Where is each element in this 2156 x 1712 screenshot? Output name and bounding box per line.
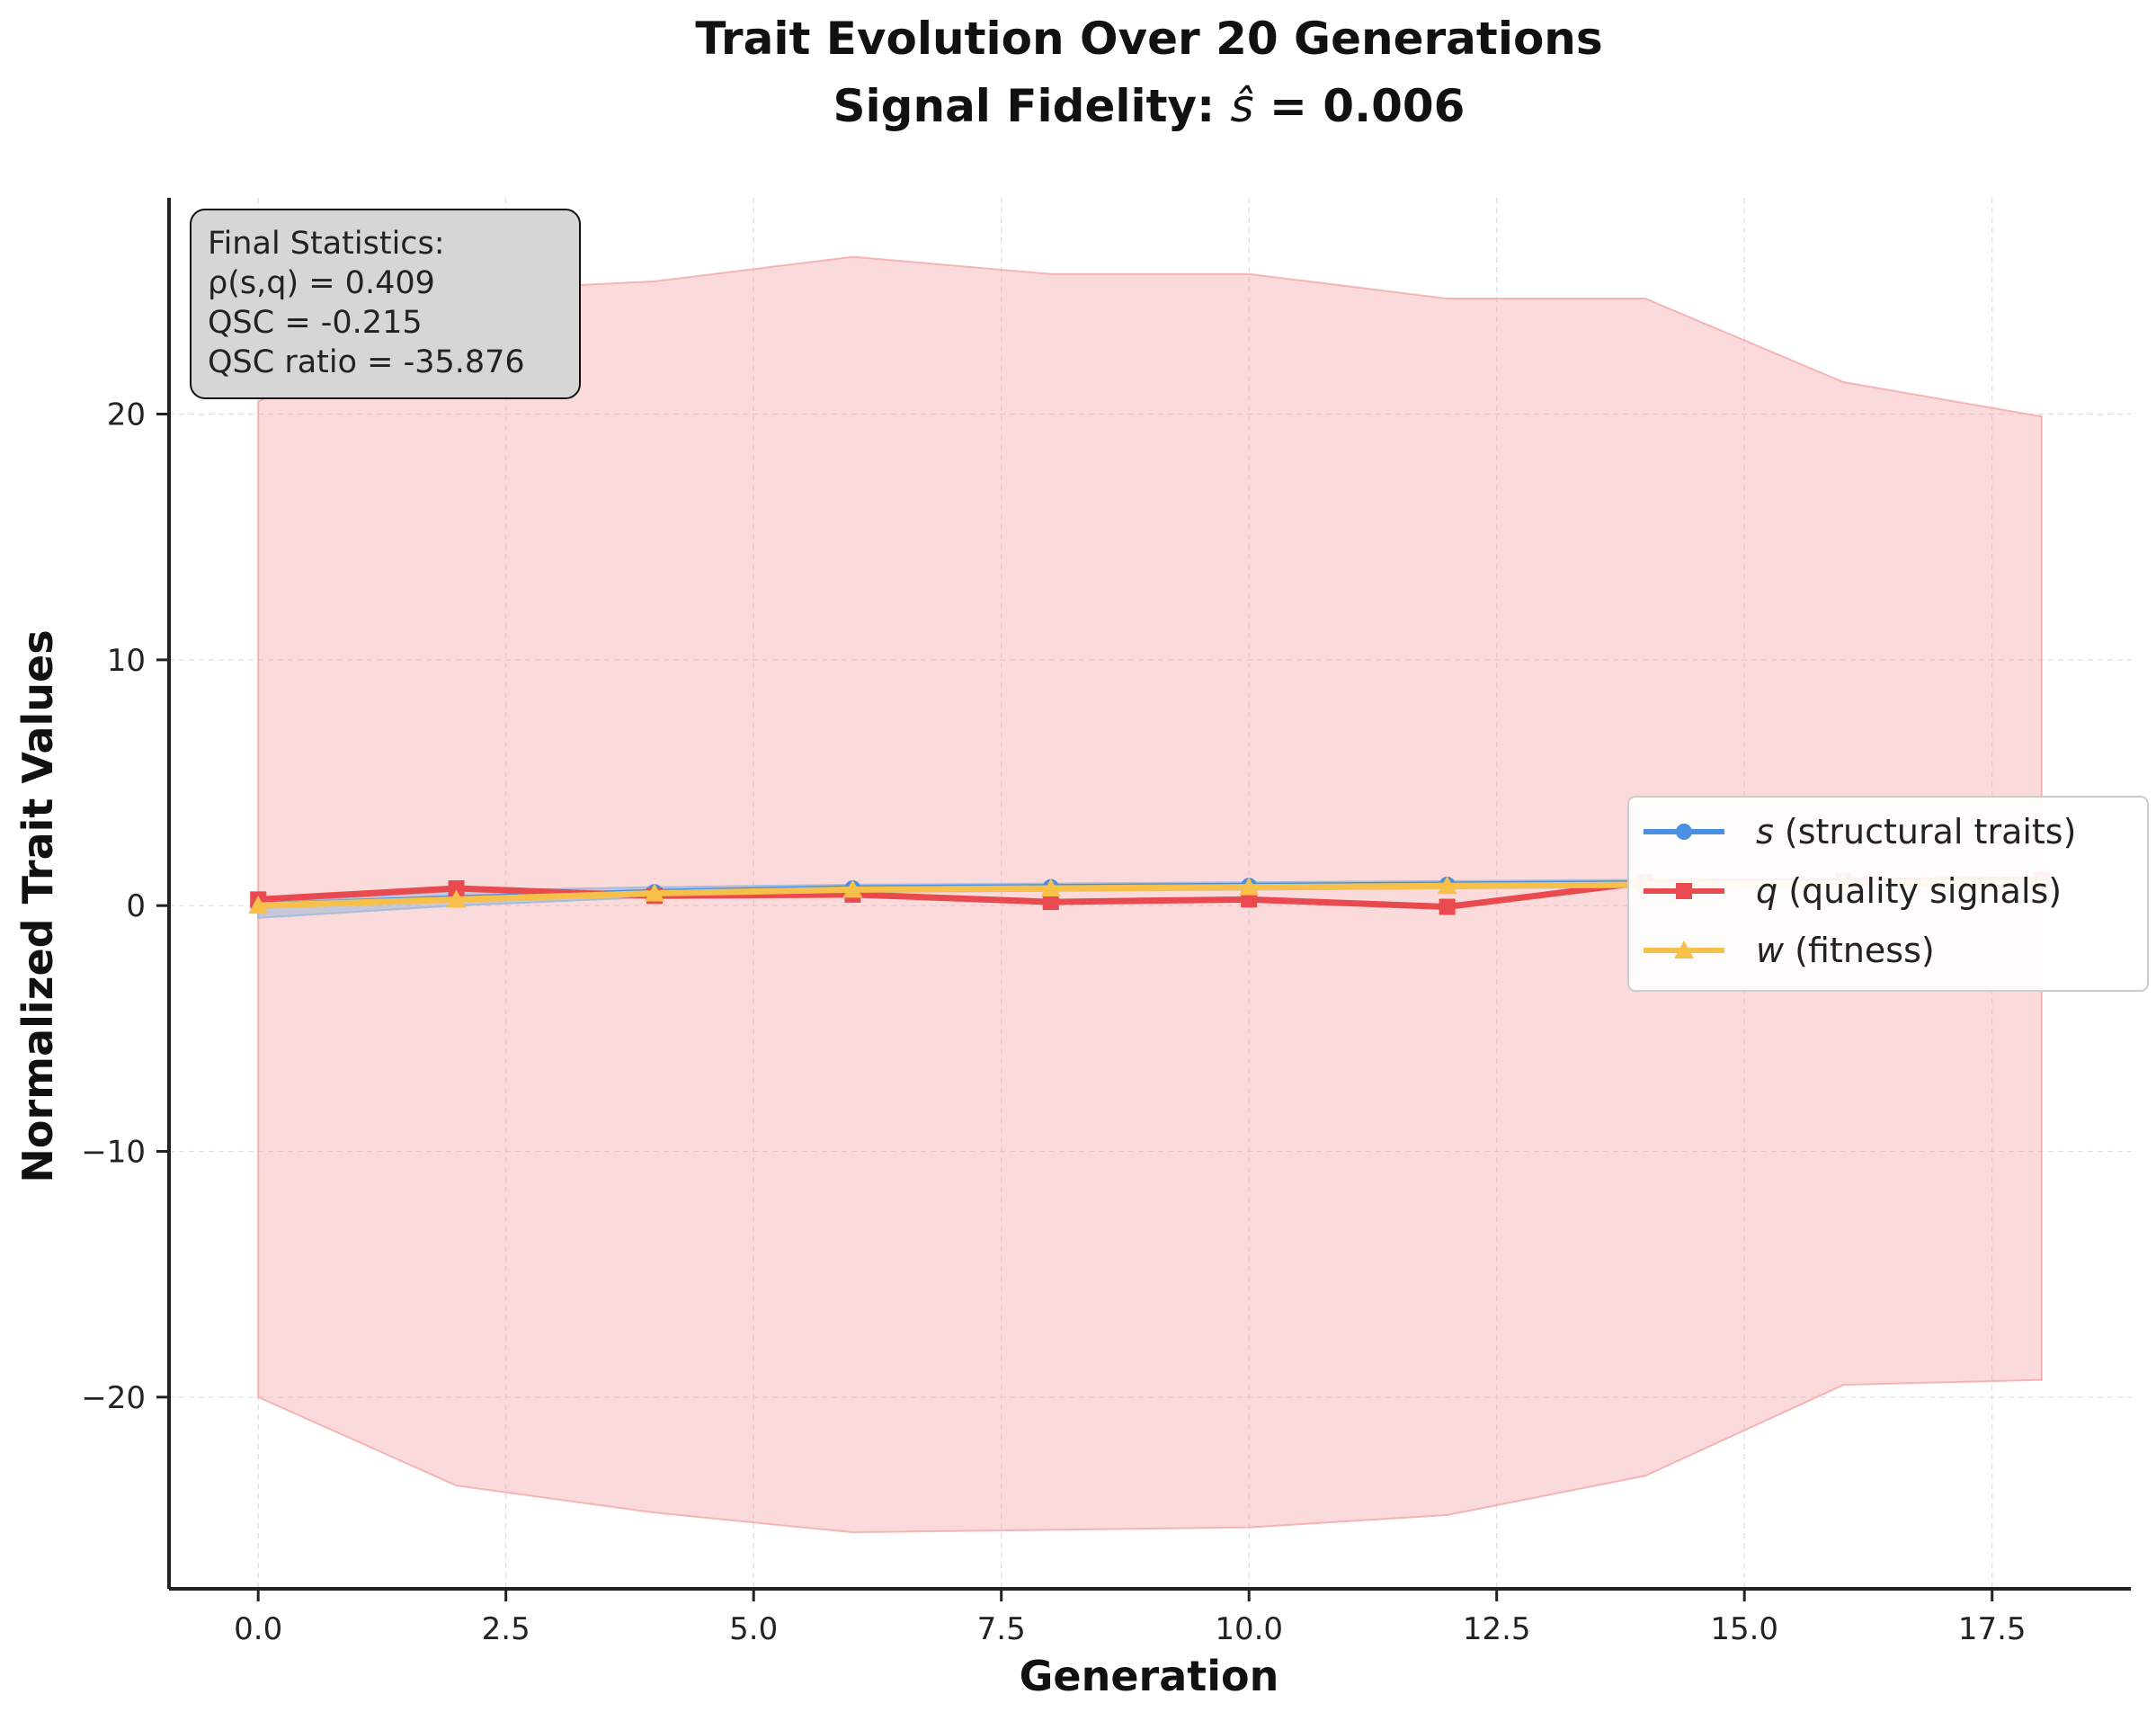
x-axis-ticks: 0.0 2.5 5.0 7.5 10.0 12.5 15.0 17.5: [234, 1589, 2027, 1647]
data-point-q: [1439, 898, 1456, 915]
stats-line-qsc-ratio: QSC ratio = -35.876: [208, 344, 525, 380]
axes: [167, 198, 2131, 1591]
data-point-w: [446, 889, 467, 908]
data-point-q: [1241, 891, 1258, 908]
y-tick-label: −10: [81, 1134, 146, 1170]
x-tick-label: 0.0: [234, 1611, 282, 1647]
x-tick-label: 12.5: [1463, 1611, 1531, 1647]
legend-label-structural: s (structural traits): [1756, 812, 2076, 852]
stats-line-correlation: ρ(s,q) = 0.409: [208, 265, 435, 301]
y-tick-label: 20: [107, 397, 146, 433]
x-tick-label: 15.0: [1710, 1611, 1778, 1647]
final-statistics-box: Final Statistics: ρ(s,q) = 0.409 QSC = -…: [190, 209, 581, 399]
legend-marker-fitness: [1674, 941, 1694, 959]
y-tick-label: 10: [107, 643, 146, 679]
data-point-w: [1239, 877, 1260, 896]
chart-subtitle-suffix: = 0.006: [1254, 80, 1466, 132]
x-tick-label: 2.5: [482, 1611, 530, 1647]
legend-frame: [1627, 796, 2149, 992]
legend-entry-structural-traits: s (structural traits): [1644, 812, 2076, 852]
x-tick-label: 10.0: [1215, 1611, 1283, 1647]
legend-entry-fitness: w (fitness): [1644, 931, 1935, 970]
data-point-w: [1437, 876, 1457, 895]
legend-marker-structural: [1676, 824, 1692, 840]
data-point-w: [842, 879, 863, 898]
legend-entry-quality-signals: q (quality signals): [1644, 871, 2062, 911]
data-point-q: [448, 880, 465, 897]
stats-line-heading: Final Statistics:: [208, 226, 445, 262]
legend-symbol-structural: s: [1756, 812, 1774, 852]
stats-line-qsc: QSC = -0.215: [208, 305, 423, 341]
data-point-w: [1040, 878, 1061, 897]
stats-box-background: [190, 209, 581, 399]
legend-marker-quality: [1676, 883, 1692, 899]
y-tick-label: −20: [81, 1380, 146, 1416]
x-axis-label: Generation: [1020, 1652, 1279, 1700]
legend-label-fitness: w (fitness): [1756, 931, 1935, 970]
legend-label-quality: q (quality signals): [1756, 871, 2062, 911]
data-point-w: [644, 883, 664, 902]
y-axis-ticks: −20 −10 0 10 20: [81, 397, 169, 1416]
data-point-q: [1042, 894, 1059, 911]
x-tick-label: 17.5: [1958, 1611, 2027, 1647]
confidence-band-0: [257, 255, 2043, 1534]
x-tick-label: 7.5: [977, 1611, 1026, 1647]
legend-text-fitness: (fitness): [1784, 931, 1935, 970]
legend-symbol-quality: q: [1756, 871, 1777, 911]
x-tick-label: 5.0: [729, 1611, 778, 1647]
legend-symbol-fitness: w: [1756, 931, 1785, 970]
y-axis-label: Normalized Trait Values: [13, 629, 62, 1182]
data-point-w: [248, 896, 269, 914]
chart-subtitle: Signal Fidelity: ŝ = 0.006: [833, 80, 1466, 132]
y-tick-label: 0: [126, 888, 146, 924]
chart-subtitle-symbol: ŝ: [1231, 80, 1254, 132]
legend-text-structural: (structural traits): [1774, 812, 2077, 852]
legend-text-quality: (quality signals): [1777, 871, 2062, 911]
chart-title: Trait Evolution Over 20 Generations: [695, 13, 1602, 65]
chart-subtitle-prefix: Signal Fidelity:: [833, 80, 1231, 132]
legend: s (structural traits) q (quality signals…: [1627, 796, 2149, 992]
